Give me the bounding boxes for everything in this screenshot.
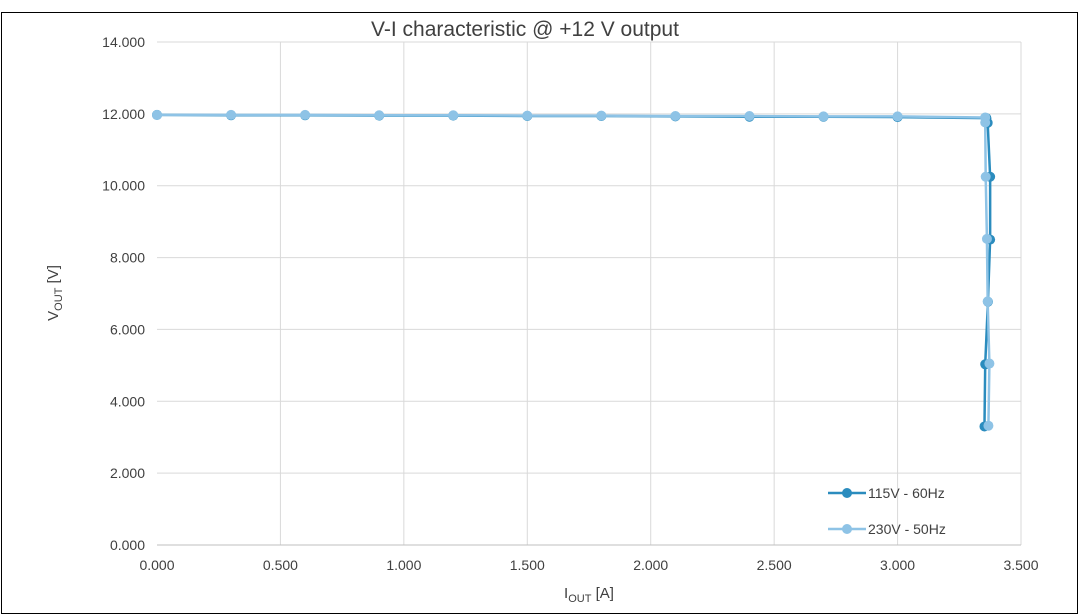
legend-swatch-marker [842, 524, 852, 534]
y-tick-label: 6.000 [110, 321, 145, 337]
x-tick-label: 1.000 [386, 557, 421, 573]
data-point [448, 110, 459, 121]
x-tick-label: 3.000 [880, 557, 915, 573]
top-strip [0, 0, 1080, 12]
data-point [522, 110, 533, 121]
data-point [300, 109, 311, 120]
series-layer [152, 109, 996, 432]
legend-item: 115V - 60Hz [828, 485, 945, 501]
x-tick-label: 0.000 [139, 557, 174, 573]
series-2 [152, 109, 995, 431]
x-axis-label-main: I [564, 585, 568, 602]
chart-border [1, 12, 1078, 614]
x-axis-label-unit: [A] [591, 585, 614, 602]
y-tick-label: 8.000 [110, 250, 145, 266]
legend-item: 230V - 50Hz [828, 521, 946, 537]
x-tick-label: 0.500 [263, 557, 298, 573]
data-point [980, 117, 991, 128]
legend-label: 230V - 50Hz [868, 521, 946, 537]
y-tick-label: 14.000 [102, 34, 145, 50]
data-point [892, 111, 903, 122]
y-axis-label-main: V [45, 311, 62, 321]
y-axis-label-unit: [V] [45, 265, 62, 288]
data-point [818, 111, 829, 122]
y-tick-label: 12.000 [102, 106, 145, 122]
y-tick-label: 2.000 [110, 465, 145, 481]
series-line [157, 113, 991, 426]
grid [157, 41, 1022, 545]
data-point [596, 110, 607, 121]
data-point [982, 296, 993, 307]
data-point [374, 110, 385, 121]
data-point [981, 233, 992, 244]
x-tick-label: 1.500 [510, 557, 545, 573]
data-point [226, 109, 237, 120]
chart-title: V-I characteristic @ +12 V output [371, 18, 679, 41]
x-tick-label: 3.500 [1003, 557, 1038, 573]
data-point [744, 111, 755, 122]
legend: 115V - 60Hz 230V - 50Hz [828, 485, 946, 537]
x-tick-label: 2.500 [757, 557, 792, 573]
y-tick-label: 0.000 [110, 537, 145, 553]
data-point [984, 358, 995, 369]
series-line [156, 113, 992, 427]
x-axis-label: IOUT [A] [564, 585, 614, 605]
data-point [670, 111, 681, 122]
axes: 0.000 0.500 1.000 1.500 2.000 2.500 3.000 3.500… [102, 34, 1039, 573]
y-tick-label: 4.000 [110, 393, 145, 409]
series-1 [152, 109, 996, 432]
legend-label: 115V - 60Hz [868, 485, 945, 501]
data-point [983, 420, 994, 431]
x-tick-label: 2.000 [633, 557, 668, 573]
data-point [980, 171, 991, 182]
y-axis-label: VOUT [V] [45, 265, 65, 321]
data-point [152, 109, 162, 120]
y-axis-label-sub: OUT [53, 287, 65, 311]
y-tick-label: 10.000 [102, 178, 145, 194]
x-axis-label-sub: OUT [568, 593, 592, 605]
legend-swatch-marker [842, 488, 852, 498]
